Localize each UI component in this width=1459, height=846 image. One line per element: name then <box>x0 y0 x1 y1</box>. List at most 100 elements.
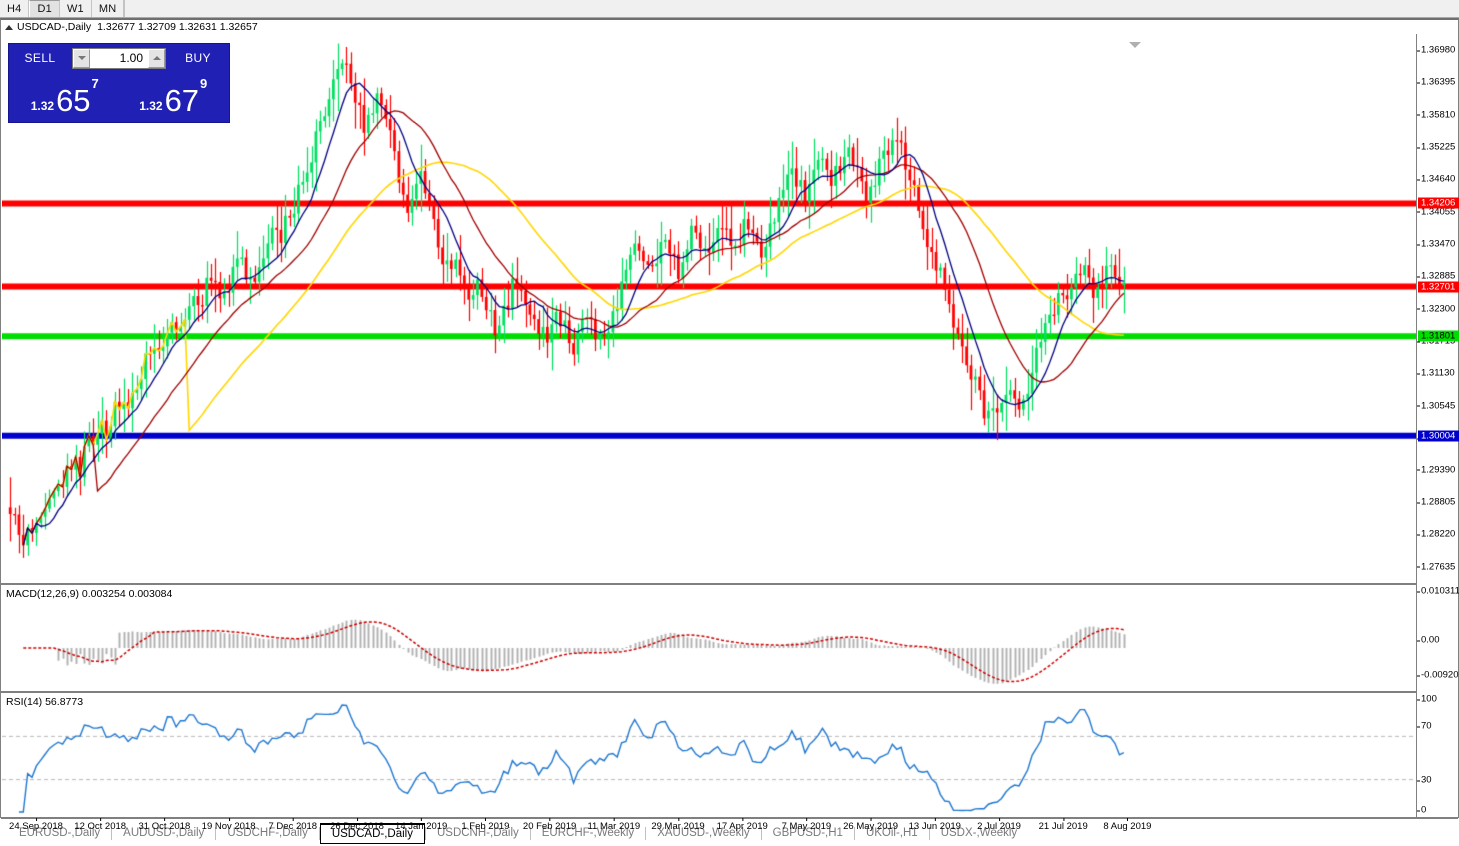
time-axis-tick: 1 Feb 2019 <box>461 818 510 832</box>
price-axis-tick: 1.33470 <box>1417 239 1455 250</box>
buy-price-base: 1.32 <box>139 99 163 113</box>
sell-button[interactable]: SELL <box>12 47 68 69</box>
price-level-badge[interactable]: 1.34206 <box>1418 197 1459 209</box>
tab-separator <box>853 826 855 840</box>
rsi-axis-tick: 70 <box>1417 721 1432 732</box>
price-chart-canvas[interactable] <box>2 34 1416 583</box>
one-click-trading-panel[interactable]: SELL 1.00 BUY 1.32 65 7 1.32 67 9 <box>8 43 230 123</box>
chart-tab-usdcaddaily[interactable]: USDCAD-,Daily <box>319 822 425 844</box>
price-axis-tick: 1.35810 <box>1417 109 1455 120</box>
price-axis-tick: 1.32885 <box>1417 271 1455 282</box>
chart-tab-eurusddaily[interactable]: EURUSD-,Daily <box>19 827 101 839</box>
rsi-indicator-label: RSI(14) 56.8773 <box>6 696 84 708</box>
buy-button[interactable]: BUY <box>170 47 226 69</box>
lot-increase-button[interactable] <box>148 48 165 68</box>
timeframe-button-d1[interactable]: D1 <box>29 0 60 17</box>
chart-tab-usdcnhdaily[interactable]: USDCNH-,Daily <box>436 827 519 839</box>
time-axis-tick: 13 Jun 2019 <box>908 818 961 832</box>
price-axis-tick: 1.31130 <box>1417 368 1455 379</box>
timeframe-button-w1[interactable]: W1 <box>59 0 92 17</box>
time-axis-tick: 7 Dec 2018 <box>268 818 318 832</box>
lot-size-input[interactable]: 1.00 <box>90 48 148 68</box>
tab-separator <box>529 826 531 840</box>
buy-price-cell[interactable]: 1.32 67 9 <box>120 70 226 119</box>
macd-indicator-label: MACD(12,26,9) 0.003254 0.003084 <box>6 588 173 600</box>
rsi-axis-tick: 100 <box>1417 694 1437 705</box>
time-axis-tick: 20 Feb 2019 <box>522 818 577 832</box>
time-scale-divider <box>1 817 1458 819</box>
time-axis-tick: 11 Mar 2019 <box>587 818 641 832</box>
chart-scroll-marker-icon[interactable] <box>1129 42 1141 48</box>
tab-separator <box>318 826 320 840</box>
price-axis-tick: 1.36980 <box>1417 45 1455 56</box>
rsi-indicator-canvas[interactable] <box>2 694 1416 817</box>
chart-tab-gbpusdh1[interactable]: GBPUSD-,H1 <box>772 827 843 839</box>
macd-axis-tick: 0.00 <box>1417 635 1440 646</box>
chart-tab-usdchfdaily[interactable]: USDCHF-,Daily <box>227 827 308 839</box>
time-axis-tick: 26 May 2019 <box>843 818 899 832</box>
macd-axis-tick: -0.00920 <box>1417 670 1459 681</box>
toolbar-empty-area <box>124 0 1459 17</box>
time-axis-tick: 26 Dec 2018 <box>330 818 384 832</box>
price-axis-tick: 1.28220 <box>1417 529 1455 540</box>
price-axis-tick: 1.32300 <box>1417 303 1455 314</box>
chart-tab-eurchfweekly[interactable]: EURCHF-,Weekly <box>541 827 635 839</box>
rsi-axis-tick: 0 <box>1417 805 1426 816</box>
price-axis-tick: 1.34055 <box>1417 206 1455 217</box>
macd-pane-divider <box>1 583 1458 585</box>
timeframe-toolbar: H4 D1 W1 MN <box>0 0 1459 18</box>
chart-tab-ukoilh1[interactable]: UKOil-,H1 <box>865 827 918 839</box>
time-axis-scale[interactable]: 24 Sep 2018 12 Oct 2018 31 Oct 2018 19 Nov … <box>2 818 1416 835</box>
macd-indicator-canvas[interactable] <box>2 586 1416 691</box>
sell-price-base: 1.32 <box>30 99 55 113</box>
time-axis-tick: 2 Jul 2019 <box>977 818 1021 832</box>
price-level-badge[interactable]: 1.30004 <box>1418 430 1459 442</box>
tab-separator <box>215 826 217 840</box>
lot-size-stepper[interactable]: 1.00 <box>72 47 166 69</box>
price-axis-tick: 1.35225 <box>1417 142 1455 153</box>
chart-tab-xauusdweekly[interactable]: XAUUSD-,Weekly <box>657 827 750 839</box>
rsi-pane-divider <box>1 691 1458 693</box>
chart-ohlc-values: 1.32677 1.32709 1.32631 1.32657 <box>97 21 258 33</box>
price-axis-tick: 1.28805 <box>1417 497 1455 508</box>
trade-panel-top-row: SELL 1.00 BUY <box>9 44 229 70</box>
chart-tab-audusddaily[interactable]: AUDUSD-,Daily <box>123 827 205 839</box>
time-axis-tick: 21 Jul 2019 <box>1038 818 1088 832</box>
timeframe-button-mn[interactable]: MN <box>91 0 125 17</box>
chevron-down-icon <box>77 56 86 60</box>
price-axis-tick: 1.36395 <box>1417 77 1455 88</box>
time-axis-tick: 7 May 2019 <box>781 818 832 832</box>
sell-price-cell[interactable]: 1.32 65 7 <box>12 70 118 119</box>
tab-separator <box>424 826 426 840</box>
chart-symbol-label: USDCAD-,Daily <box>17 21 92 33</box>
time-axis-tick: 17 Apr 2019 <box>716 818 768 832</box>
tab-separator <box>928 826 930 840</box>
time-axis-tick: 29 Mar 2019 <box>651 818 705 832</box>
price-level-badge[interactable]: 1.31801 <box>1418 330 1459 342</box>
time-axis-tick: 31 Oct 2018 <box>138 818 191 832</box>
time-axis-tick: 19 Nov 2018 <box>201 818 256 832</box>
trade-panel-price-row: 1.32 65 7 1.32 67 9 <box>9 70 229 122</box>
price-axis-scale[interactable]: 1.36980 1.36395 1.35810 1.35225 1.34640 1.340… <box>1416 34 1459 817</box>
buy-price-pips: 67 <box>164 83 200 118</box>
time-axis-tick: 14 Jan 2019 <box>395 818 448 832</box>
chart-tab-usdxweekly[interactable]: USDX-,Weekly <box>940 827 1018 839</box>
tab-separator <box>111 826 113 840</box>
timeframe-button-h4[interactable]: H4 <box>0 0 30 17</box>
price-level-badge[interactable]: 1.32701 <box>1418 281 1459 293</box>
time-axis-tick: 24 Sep 2018 <box>9 818 63 832</box>
time-axis-tick: 8 Aug 2019 <box>1103 818 1152 832</box>
collapse-triangle-icon[interactable] <box>5 24 13 30</box>
price-axis-tick: 1.27635 <box>1417 561 1455 572</box>
rsi-axis-tick: 30 <box>1417 775 1432 786</box>
lot-decrease-button[interactable] <box>73 48 90 68</box>
chart-canvas-window: USDCAD-,Daily 1.32677 1.32709 1.32631 1.… <box>0 18 1459 832</box>
chart-symbol-header: USDCAD-,Daily 1.32677 1.32709 1.32631 1.… <box>1 20 258 34</box>
chart-tab-bar: EURUSD-,Daily AUDUSD-,Daily USDCHF-,Daily U… <box>0 820 1459 846</box>
sell-price-fraction: 7 <box>91 76 99 91</box>
price-axis-tick: 1.34640 <box>1417 174 1455 185</box>
chevron-up-icon <box>152 56 161 60</box>
time-axis-tick: 12 Oct 2018 <box>74 818 127 832</box>
buy-price-fraction: 9 <box>200 76 208 91</box>
